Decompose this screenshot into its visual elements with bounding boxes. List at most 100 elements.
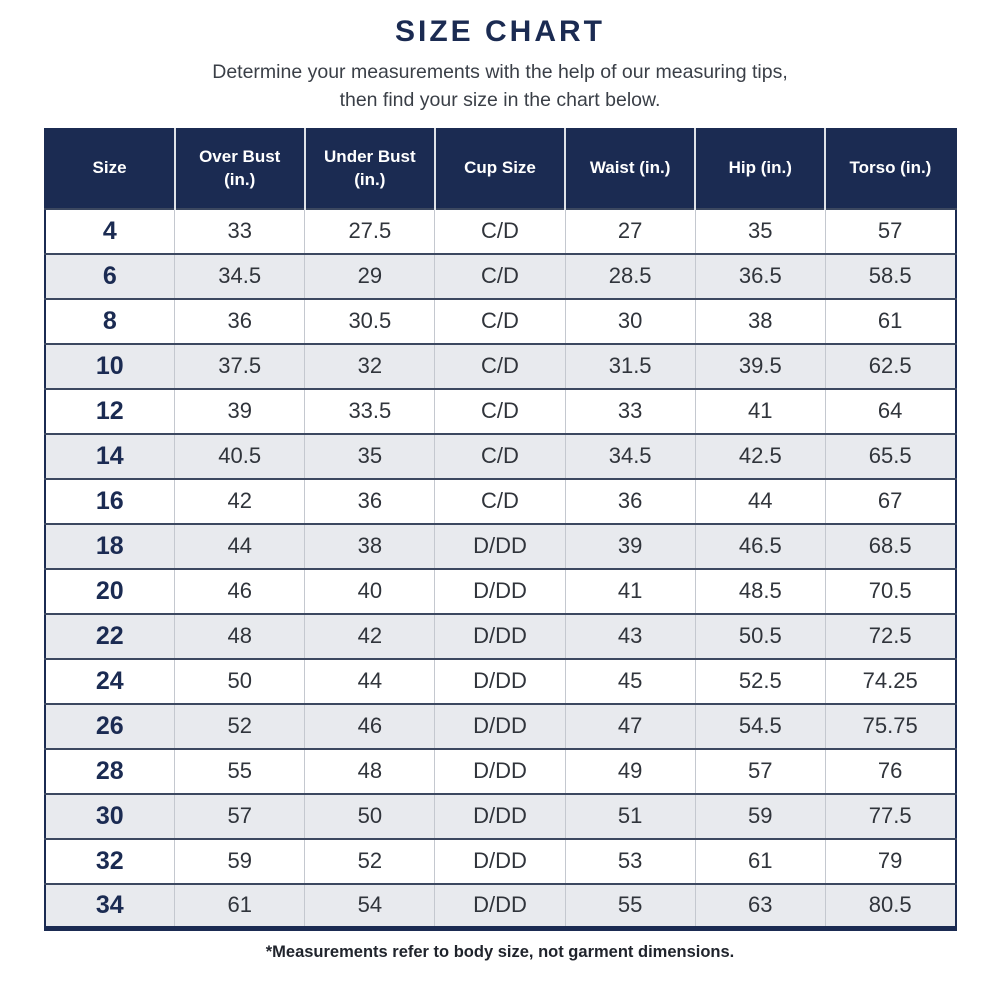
cell-size: 22 <box>44 612 176 659</box>
cell-under-bust: 35 <box>304 432 436 479</box>
table-row-size-18: 18 44 38 D/DD 39 46.5 68.5 <box>44 522 956 569</box>
table-row-size-16: 16 42 36 C/D 36 44 67 <box>44 477 956 524</box>
cell-hip: 42.5 <box>695 432 826 479</box>
cell-waist: 34.5 <box>565 432 696 479</box>
cell-cup-size: C/D <box>434 342 566 389</box>
cell-torso: 65.5 <box>825 432 956 479</box>
cell-cup-size: D/DD <box>434 702 566 749</box>
cell-over-bust: 44 <box>174 522 306 569</box>
table-row-size-28: 28 55 48 D/DD 49 57 76 <box>44 747 956 794</box>
cell-torso: 61 <box>825 297 956 344</box>
cell-hip: 50.5 <box>695 612 826 659</box>
cell-waist: 36 <box>565 477 696 524</box>
cell-torso: 62.5 <box>825 342 956 389</box>
cell-hip: 35 <box>695 207 826 254</box>
cell-under-bust: 54 <box>304 882 436 929</box>
cell-torso: 75.75 <box>825 702 956 749</box>
cell-waist: 43 <box>565 612 696 659</box>
cell-hip: 57 <box>695 747 826 794</box>
cell-torso: 79 <box>825 837 956 884</box>
table-row-size-26: 26 52 46 D/DD 47 54.5 75.75 <box>44 702 956 749</box>
table-row-size-32: 32 59 52 D/DD 53 61 79 <box>44 837 956 884</box>
cell-under-bust: 27.5 <box>304 207 436 254</box>
cell-waist: 30 <box>565 297 696 344</box>
cell-cup-size: C/D <box>434 297 566 344</box>
cell-size: 12 <box>44 387 176 434</box>
cell-cup-size: C/D <box>434 477 566 524</box>
cell-size: 6 <box>44 252 176 299</box>
cell-torso: 58.5 <box>825 252 956 299</box>
table-row-size-30: 30 57 50 D/DD 51 59 77.5 <box>44 792 956 839</box>
cell-cup-size: D/DD <box>434 522 566 569</box>
cell-size: 10 <box>44 342 176 389</box>
cell-under-bust: 44 <box>304 657 436 704</box>
column-header-over-bust: Over Bust (in.) <box>174 128 306 209</box>
cell-hip: 61 <box>695 837 826 884</box>
cell-cup-size: D/DD <box>434 882 566 929</box>
cell-size: 8 <box>44 297 176 344</box>
cell-torso: 77.5 <box>825 792 956 839</box>
cell-over-bust: 36 <box>174 297 306 344</box>
cell-size: 20 <box>44 567 176 614</box>
cell-waist: 55 <box>565 882 696 929</box>
cell-under-bust: 30.5 <box>304 297 436 344</box>
cell-torso: 67 <box>825 477 956 524</box>
table-header-row: Size Over Bust (in.) Under Bust (in.) Cup S… <box>44 128 956 209</box>
cell-under-bust: 48 <box>304 747 436 794</box>
cell-waist: 45 <box>565 657 696 704</box>
cell-hip: 41 <box>695 387 826 434</box>
cell-under-bust: 52 <box>304 837 436 884</box>
cell-over-bust: 61 <box>174 882 306 929</box>
cell-hip: 44 <box>695 477 826 524</box>
table-row-size-6: 6 34.5 29 C/D 28.5 36.5 58.5 <box>44 252 956 299</box>
table-row-size-14: 14 40.5 35 C/D 34.5 42.5 65.5 <box>44 432 956 479</box>
column-header-torso: Torso (in.) <box>825 128 956 209</box>
cell-cup-size: D/DD <box>434 612 566 659</box>
table-row-size-12: 12 39 33.5 C/D 33 41 64 <box>44 387 956 434</box>
header-row: Size Over Bust (in.) Under Bust (in.) Cup S… <box>44 128 956 209</box>
table-row-size-34: 34 61 54 D/DD 55 63 80.5 <box>44 882 956 929</box>
cell-over-bust: 57 <box>174 792 306 839</box>
cell-under-bust: 32 <box>304 342 436 389</box>
cell-waist: 39 <box>565 522 696 569</box>
cell-under-bust: 42 <box>304 612 436 659</box>
cell-waist: 53 <box>565 837 696 884</box>
cell-waist: 49 <box>565 747 696 794</box>
column-header-cup-size: Cup Size <box>434 128 567 209</box>
cell-waist: 47 <box>565 702 696 749</box>
cell-hip: 39.5 <box>695 342 826 389</box>
cell-cup-size: D/DD <box>434 792 566 839</box>
column-header-hip: Hip (in.) <box>695 128 827 209</box>
cell-torso: 72.5 <box>825 612 956 659</box>
cell-cup-size: D/DD <box>434 837 566 884</box>
size-chart-table: Size Over Bust (in.) Under Bust (in.) Cup S… <box>43 127 957 932</box>
table-row-size-8: 8 36 30.5 C/D 30 38 61 <box>44 297 956 344</box>
cell-over-bust: 46 <box>174 567 306 614</box>
table-row-size-22: 22 48 42 D/DD 43 50.5 72.5 <box>44 612 956 659</box>
cell-over-bust: 50 <box>174 657 306 704</box>
column-header-size: Size <box>44 128 176 209</box>
cell-torso: 74.25 <box>825 657 956 704</box>
column-header-waist: Waist (in.) <box>565 128 697 209</box>
cell-over-bust: 37.5 <box>174 342 306 389</box>
table-body: 4 33 27.5 C/D 27 35 57 6 34.5 29 C/D 28.5 36.5 58.5 8 3… <box>44 207 956 929</box>
cell-under-bust: 33.5 <box>304 387 436 434</box>
cell-under-bust: 46 <box>304 702 436 749</box>
cell-cup-size: C/D <box>434 387 566 434</box>
cell-over-bust: 39 <box>174 387 306 434</box>
cell-cup-size: D/DD <box>434 747 566 794</box>
cell-over-bust: 34.5 <box>174 252 306 299</box>
cell-size: 14 <box>44 432 176 479</box>
cell-torso: 70.5 <box>825 567 956 614</box>
cell-size: 32 <box>44 837 176 884</box>
cell-cup-size: C/D <box>434 432 566 479</box>
cell-torso: 76 <box>825 747 956 794</box>
table-row-size-4: 4 33 27.5 C/D 27 35 57 <box>44 207 956 254</box>
cell-cup-size: C/D <box>434 207 566 254</box>
cell-torso: 64 <box>825 387 956 434</box>
cell-hip: 54.5 <box>695 702 826 749</box>
cell-over-bust: 55 <box>174 747 306 794</box>
cell-hip: 63 <box>695 882 826 929</box>
cell-hip: 36.5 <box>695 252 826 299</box>
table-row-size-20: 20 46 40 D/DD 41 48.5 70.5 <box>44 567 956 614</box>
